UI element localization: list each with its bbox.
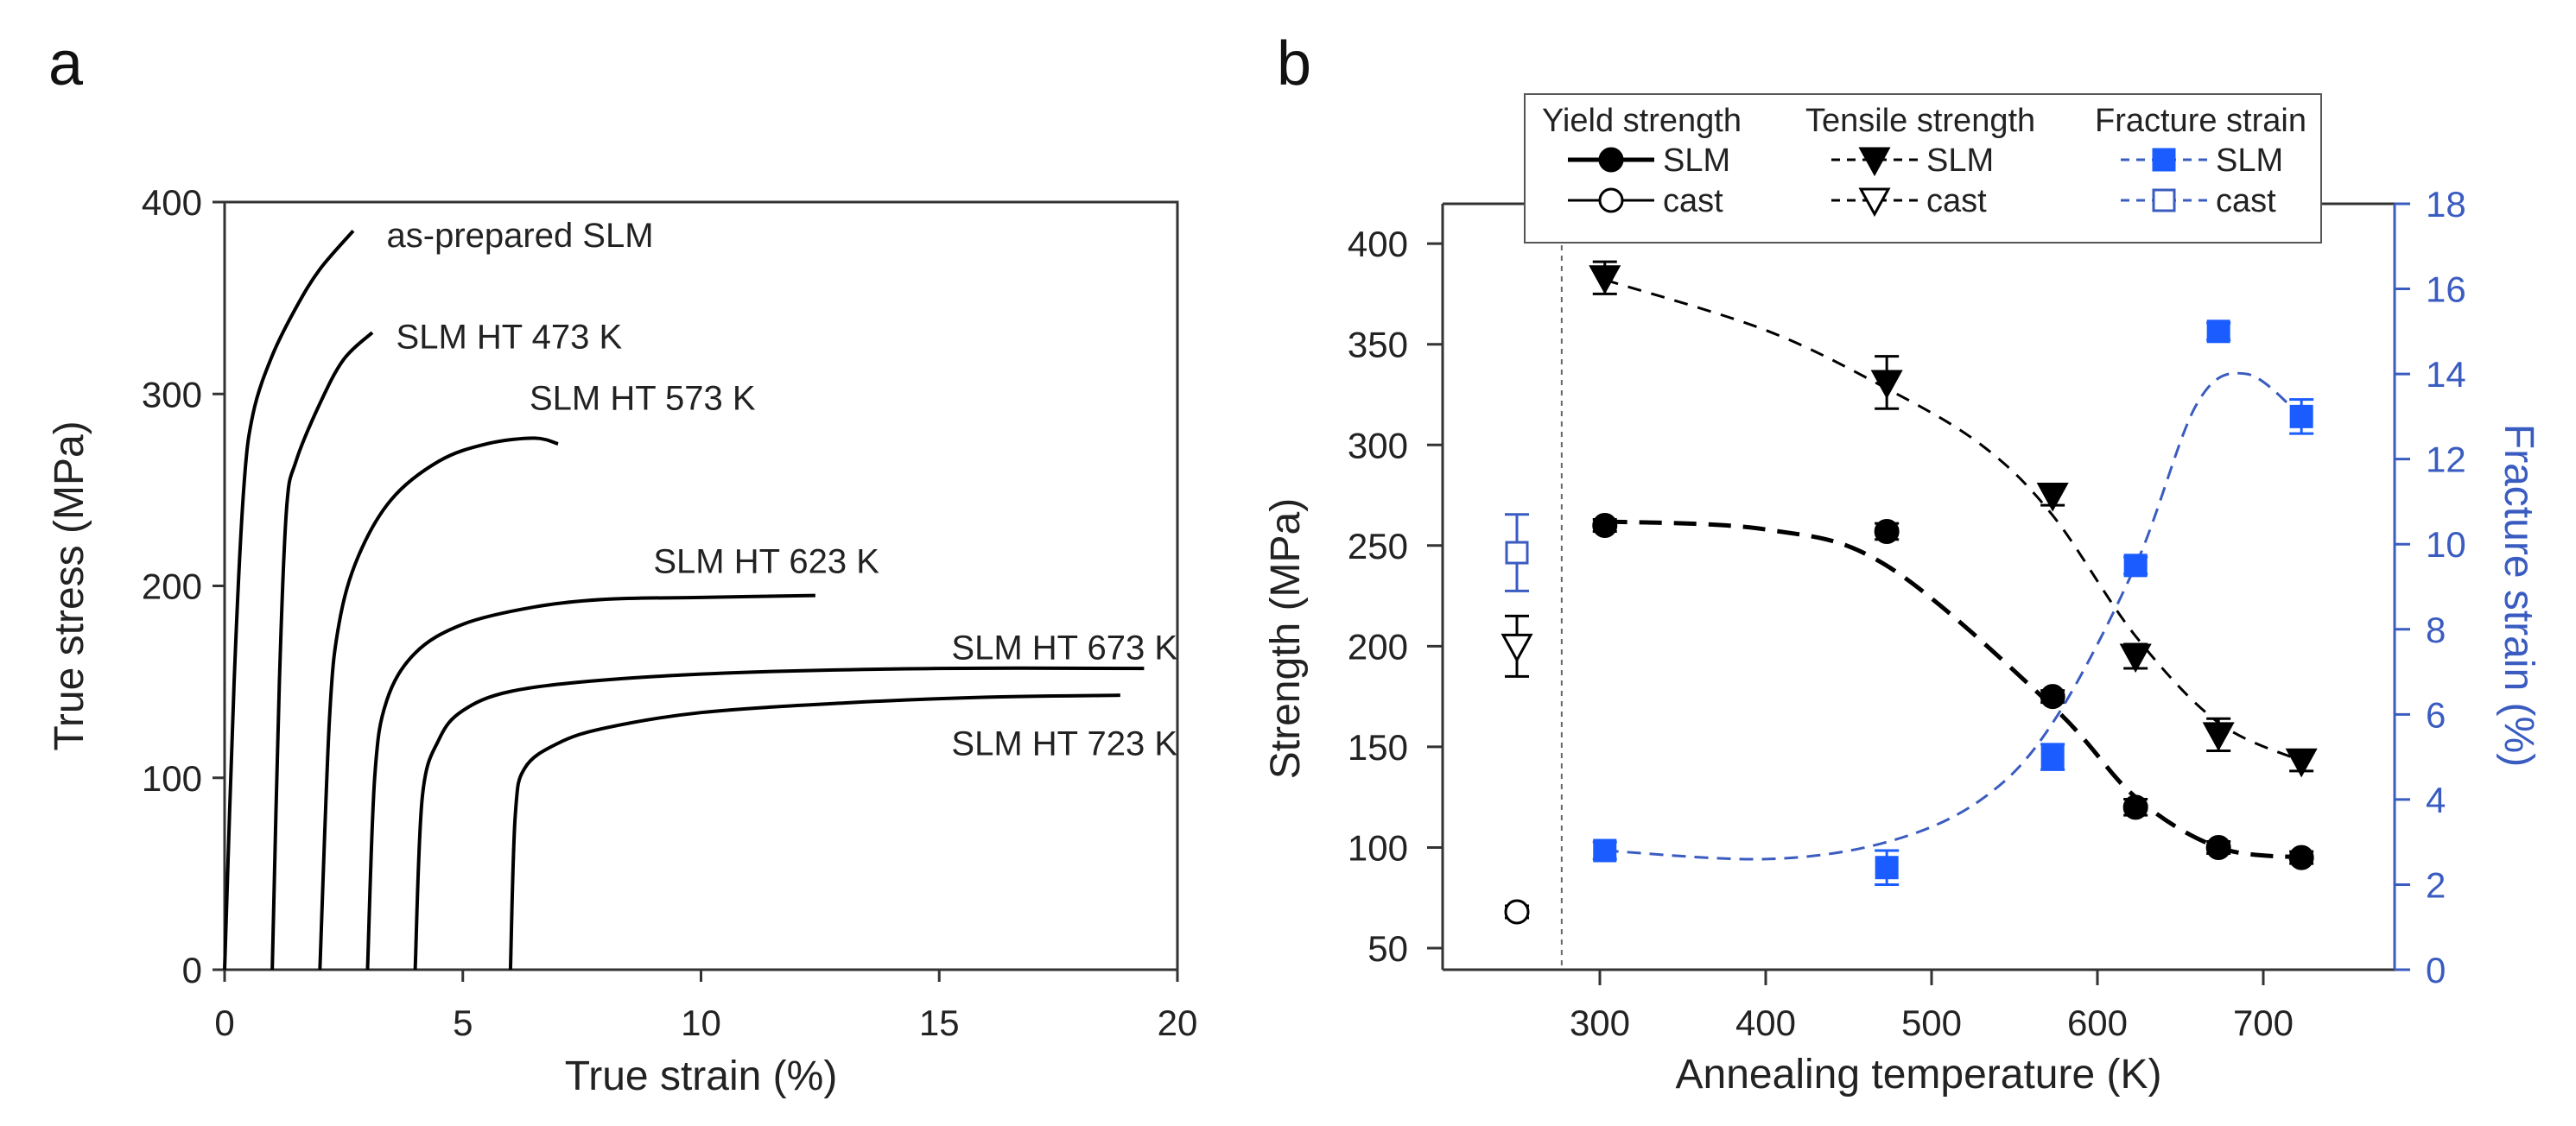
y2-tick-label: 2 <box>2426 864 2446 905</box>
panel-label-b: b <box>1277 29 1311 98</box>
legend-marker <box>1858 147 1891 177</box>
data-point <box>1874 518 1900 544</box>
data-point <box>2285 748 2318 778</box>
data-point <box>2123 554 2148 578</box>
legend-marker <box>2152 148 2176 172</box>
x-tick-label: 700 <box>2233 1003 2294 1043</box>
legend-entry-label: cast <box>1926 183 1987 219</box>
x-tick-label: 600 <box>2067 1003 2128 1043</box>
curve-label: SLM HT 573 K <box>530 380 756 418</box>
data-point <box>2289 404 2313 428</box>
fit-curve <box>1604 371 2303 861</box>
x-tick-label: 5 <box>453 1003 473 1043</box>
data-point <box>2122 794 2148 820</box>
curve-label: SLM HT 723 K <box>951 725 1177 763</box>
y-tick-label: 100 <box>1348 827 1408 868</box>
fit-curve <box>1604 278 2302 762</box>
y2-tick-label: 16 <box>2426 269 2466 310</box>
y2-tick-label: 12 <box>2426 440 2466 480</box>
legend-marker <box>1598 187 1624 213</box>
y2-tick-label: 18 <box>2426 184 2466 225</box>
y-tick-label: 150 <box>1348 727 1408 768</box>
data-point <box>1504 899 1530 925</box>
plot-frame <box>223 200 1179 971</box>
y2-tick-label: 14 <box>2426 354 2466 395</box>
data-point <box>1589 265 1621 294</box>
data-point <box>2036 483 2069 512</box>
data-point <box>2202 722 2235 752</box>
y-tick-label: 250 <box>1348 526 1408 566</box>
data-point <box>2040 745 2065 769</box>
legend-marker <box>1598 147 1624 173</box>
legend-entry-label: SLM <box>1663 142 1730 179</box>
x-tick-label: 0 <box>214 1003 234 1043</box>
x-tick-label: 500 <box>1901 1003 1962 1043</box>
y-tick-label: 100 <box>142 758 202 799</box>
stress-strain-curve <box>365 593 815 971</box>
stress-strain-curve <box>223 230 355 971</box>
legend-marker <box>1858 187 1891 218</box>
y2-tick-label: 6 <box>2426 694 2446 735</box>
legend-entry-label: cast <box>2216 183 2276 219</box>
curve-label: SLM HT 473 K <box>397 319 623 357</box>
x-axis-title: True strain (%) <box>565 1053 838 1099</box>
y-tick-label: 200 <box>142 566 202 607</box>
curve-label: as-prepared SLM <box>387 217 654 255</box>
y-tick-label: 300 <box>142 374 202 414</box>
legend-entry-label: SLM <box>1926 142 1994 179</box>
data-point <box>1593 838 1617 863</box>
data-point <box>2119 643 2152 674</box>
data-point <box>2206 319 2230 344</box>
y-tick-label: 0 <box>182 950 202 990</box>
legend-marker <box>2152 188 2176 212</box>
y-tick-label: 400 <box>1348 224 1408 264</box>
x-tick-label: 300 <box>1570 1003 1630 1043</box>
x-tick-label: 20 <box>1158 1003 1198 1043</box>
legend-frame <box>1524 93 2322 244</box>
y-tick-label: 350 <box>1348 325 1408 365</box>
y2-tick-label: 0 <box>2426 950 2446 990</box>
data-point <box>1870 370 1903 400</box>
legend-entry-label: cast <box>1663 183 1723 219</box>
y2-axis-title: Fracture strain (%) <box>2496 424 2541 767</box>
x-tick-label: 400 <box>1735 1003 1796 1043</box>
y-axis-title: True stress (MPa) <box>47 421 92 750</box>
legend-column-title: Fracture strain <box>2095 103 2306 139</box>
data-point <box>2288 844 2314 870</box>
y2-tick-label: 8 <box>2426 610 2446 650</box>
panel-label-a: a <box>48 29 84 98</box>
data-point <box>1505 541 1529 565</box>
y-tick-label: 200 <box>1348 626 1408 667</box>
x-tick-label: 10 <box>681 1003 721 1043</box>
stress-strain-curve <box>270 331 374 971</box>
fit-curve <box>1604 519 2302 860</box>
y-tick-label: 400 <box>142 182 202 223</box>
data-point <box>1875 856 1899 880</box>
data-point <box>1592 512 1618 538</box>
stress-strain-curve <box>318 436 559 971</box>
legend-entry-label: SLM <box>2216 142 2283 179</box>
chart-b-strength-vs-temperature: 300 400 500 600 700 50 100 150 200 250 300 350 400 0 2… <box>1263 93 2541 1098</box>
curve-label: SLM HT 673 K <box>951 629 1177 667</box>
data-point <box>1501 633 1533 663</box>
x-tick-label: 15 <box>919 1003 960 1043</box>
y-axis-title: Strength (MPa) <box>1263 498 1309 779</box>
y-tick-label: 300 <box>1348 425 1408 465</box>
data-point <box>2040 684 2065 710</box>
curve-label: SLM HT 623 K <box>653 543 879 581</box>
y-tick-label: 50 <box>1367 928 1408 969</box>
legend-column-title: Tensile strength <box>1805 103 2035 139</box>
stress-strain-curve <box>508 693 1120 971</box>
x-axis-title: Annealing temperature (K) <box>1676 1052 2162 1098</box>
y2-tick-label: 10 <box>2426 524 2466 565</box>
stress-strain-curve <box>413 666 1145 971</box>
data-point <box>2205 834 2231 860</box>
y2-tick-label: 4 <box>2426 780 2446 820</box>
legend-column-title: Yield strength <box>1542 103 1742 139</box>
